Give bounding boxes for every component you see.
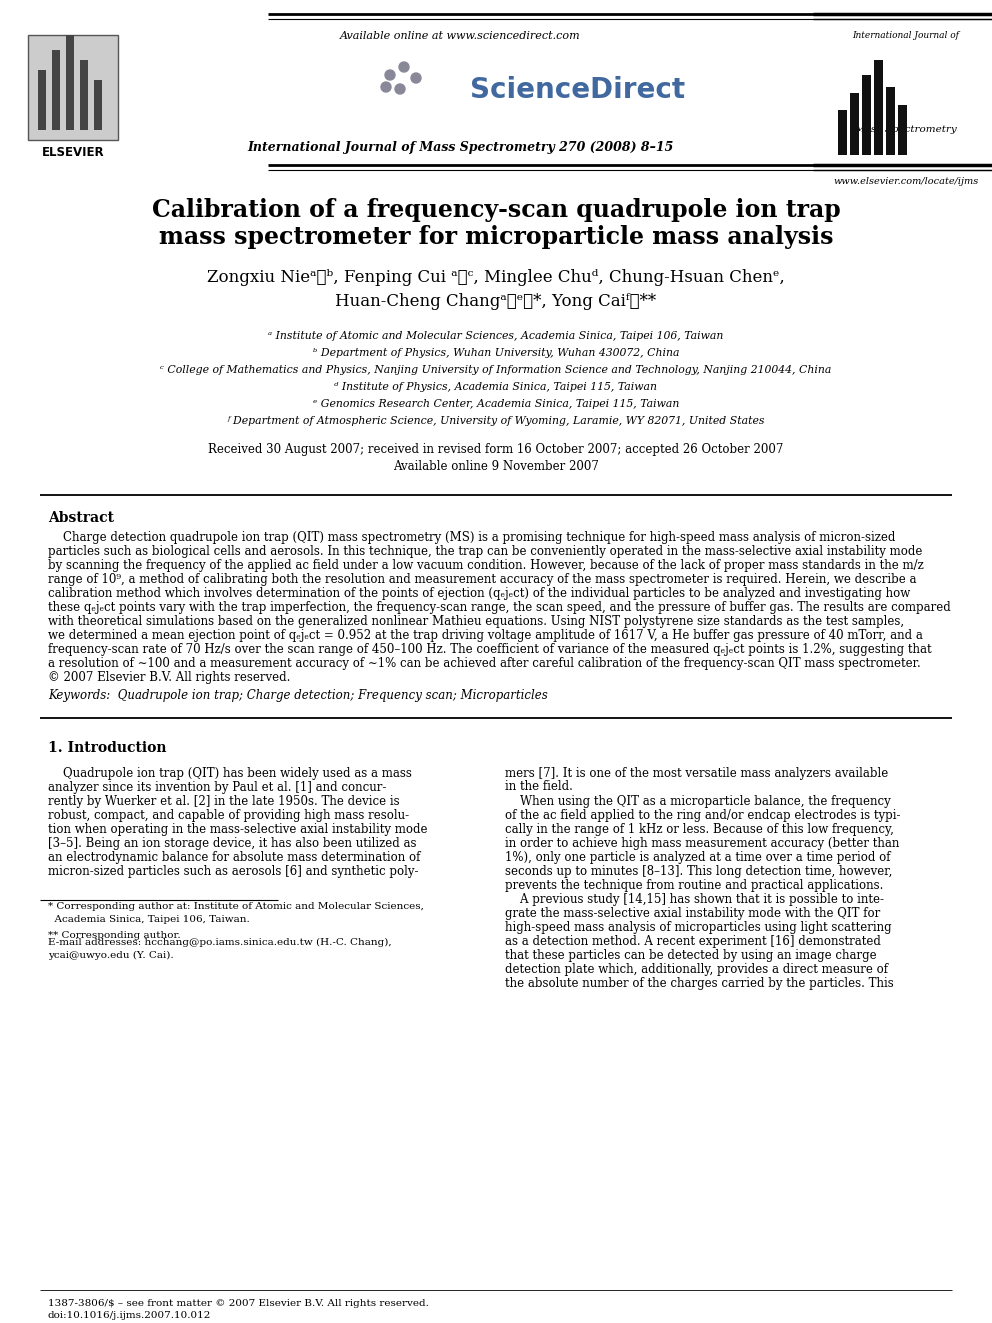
Text: doi:10.1016/j.ijms.2007.10.012: doi:10.1016/j.ijms.2007.10.012 (48, 1311, 211, 1320)
Text: ELSEVIER: ELSEVIER (42, 147, 104, 160)
Text: Received 30 August 2007; received in revised form 16 October 2007; accepted 26 O: Received 30 August 2007; received in rev… (208, 443, 784, 456)
Circle shape (399, 62, 409, 71)
Text: in the field.: in the field. (505, 781, 572, 794)
Text: frequency-scan rate of 70 Hz/s over the scan range of 450–100 Hz. The coefficien: frequency-scan rate of 70 Hz/s over the … (48, 643, 931, 656)
Text: E-mail addresses: hcchang@po.iams.sinica.edu.tw (H.-C. Chang),
ycai@uwyo.edu (Y.: E-mail addresses: hcchang@po.iams.sinica… (48, 938, 392, 960)
Text: as a detection method. A recent experiment [16] demonstrated: as a detection method. A recent experime… (505, 934, 881, 947)
Text: robust, compact, and capable of providing high mass resolu-: robust, compact, and capable of providin… (48, 808, 409, 822)
Text: [3–5]. Being an ion storage device, it has also been utilized as: [3–5]. Being an ion storage device, it h… (48, 836, 417, 849)
Bar (52, 50, 60, 130)
Bar (886, 87, 895, 155)
Text: Charge detection quadrupole ion trap (QIT) mass spectrometry (MS) is a promising: Charge detection quadrupole ion trap (QI… (48, 532, 896, 545)
Text: ScienceDirect: ScienceDirect (470, 75, 685, 105)
Text: mass spectrometer for microparticle mass analysis: mass spectrometer for microparticle mass… (159, 225, 833, 249)
Text: an electrodynamic balance for absolute mass determination of: an electrodynamic balance for absolute m… (48, 851, 421, 864)
Text: Calibration of a frequency-scan quadrupole ion trap: Calibration of a frequency-scan quadrupo… (152, 198, 840, 222)
Text: ᵈ Institute of Physics, Academia Sinica, Taipei 115, Taiwan: ᵈ Institute of Physics, Academia Sinica,… (334, 382, 658, 392)
Text: Keywords:  Quadrupole ion trap; Charge detection; Frequency scan; Microparticles: Keywords: Quadrupole ion trap; Charge de… (48, 689, 548, 703)
Text: Quadrupole ion trap (QIT) has been widely used as a mass: Quadrupole ion trap (QIT) has been widel… (48, 766, 412, 779)
Text: rently by Wuerker et al. [2] in the late 1950s. The device is: rently by Wuerker et al. [2] in the late… (48, 795, 400, 807)
Text: grate the mass-selective axial instability mode with the QIT for: grate the mass-selective axial instabili… (505, 906, 880, 919)
Text: seconds up to minutes [8–13]. This long detection time, however,: seconds up to minutes [8–13]. This long … (505, 864, 893, 877)
Text: range of 10⁹, a method of calibrating both the resolution and measurement accura: range of 10⁹, a method of calibrating bo… (48, 573, 917, 586)
Text: When using the QIT as a microparticle balance, the frequency: When using the QIT as a microparticle ba… (505, 795, 891, 807)
Text: calibration method which involves determination of the points of ejection (qₑjₑc: calibration method which involves determ… (48, 587, 911, 601)
Text: © 2007 Elsevier B.V. All rights reserved.: © 2007 Elsevier B.V. All rights reserved… (48, 672, 291, 684)
Text: analyzer since its invention by Paul et al. [1] and concur-: analyzer since its invention by Paul et … (48, 781, 386, 794)
Text: with theoretical simulations based on the generalized nonlinear Mathieu equation: with theoretical simulations based on th… (48, 615, 904, 628)
Text: Available online 9 November 2007: Available online 9 November 2007 (393, 460, 599, 474)
Circle shape (385, 70, 395, 79)
Text: ᶠ Department of Atmospheric Science, University of Wyoming, Laramie, WY 82071, U: ᶠ Department of Atmospheric Science, Uni… (227, 415, 765, 426)
Text: the absolute number of the charges carried by the particles. This: the absolute number of the charges carri… (505, 976, 894, 990)
Text: 1387-3806/$ – see front matter © 2007 Elsevier B.V. All rights reserved.: 1387-3806/$ – see front matter © 2007 El… (48, 1298, 429, 1307)
Text: 1%), only one particle is analyzed at a time over a time period of: 1%), only one particle is analyzed at a … (505, 851, 891, 864)
Bar (850, 93, 859, 155)
Circle shape (411, 73, 421, 83)
Text: ᵃ Institute of Atomic and Molecular Sciences, Academia Sinica, Taipei 106, Taiwa: ᵃ Institute of Atomic and Molecular Scie… (268, 331, 724, 341)
Text: Zongxiu Nieᵃⱂᵇ, Fenping Cui ᵃⱂᶜ, Minglee Chuᵈ, Chung-Hsuan Chenᵉ,: Zongxiu Nieᵃⱂᵇ, Fenping Cui ᵃⱂᶜ, Minglee… (207, 270, 785, 287)
Text: cally in the range of 1 kHz or less. Because of this low frequency,: cally in the range of 1 kHz or less. Bec… (505, 823, 894, 836)
Text: ** Corresponding author.: ** Corresponding author. (48, 930, 181, 939)
Text: Mass Spectrometry: Mass Spectrometry (855, 126, 957, 135)
Text: International Journal of: International Journal of (852, 32, 959, 41)
Text: prevents the technique from routine and practical applications.: prevents the technique from routine and … (505, 878, 883, 892)
Text: we determined a mean ejection point of qₑjₑct = 0.952 at the trap driving voltag: we determined a mean ejection point of q… (48, 630, 923, 643)
Bar (862, 75, 871, 155)
Text: that these particles can be detected by using an image charge: that these particles can be detected by … (505, 949, 877, 962)
Text: in order to achieve high mass measurement accuracy (better than: in order to achieve high mass measuremen… (505, 836, 900, 849)
Bar (66, 34, 74, 130)
Text: www.elsevier.com/locate/ijms: www.elsevier.com/locate/ijms (833, 177, 979, 187)
Bar (80, 60, 88, 130)
Text: * Corresponding author at: Institute of Atomic and Molecular Sciences,
  Academi: * Corresponding author at: Institute of … (48, 902, 424, 923)
Text: micron-sized particles such as aerosols [6] and synthetic poly-: micron-sized particles such as aerosols … (48, 864, 419, 877)
Text: particles such as biological cells and aerosols. In this technique, the trap can: particles such as biological cells and a… (48, 545, 923, 558)
Text: ᶜ College of Mathematics and Physics, Nanjing University of Information Science : ᶜ College of Mathematics and Physics, Na… (161, 365, 831, 374)
Text: mers [7]. It is one of the most versatile mass analyzers available: mers [7]. It is one of the most versatil… (505, 766, 888, 779)
Bar (898, 105, 907, 155)
Text: Available online at www.sciencedirect.com: Available online at www.sciencedirect.co… (339, 30, 580, 41)
Text: these qₑjₑct points vary with the trap imperfection, the frequency-scan range, t: these qₑjₑct points vary with the trap i… (48, 602, 950, 614)
Text: of the ac field applied to the ring and/or endcap electrodes is typi-: of the ac field applied to the ring and/… (505, 808, 901, 822)
Text: ᵉ Genomics Research Center, Academia Sinica, Taipei 115, Taiwan: ᵉ Genomics Research Center, Academia Sin… (312, 400, 680, 409)
Circle shape (381, 82, 391, 93)
Circle shape (395, 83, 405, 94)
Text: ᵇ Department of Physics, Wuhan University, Wuhan 430072, China: ᵇ Department of Physics, Wuhan Universit… (312, 348, 680, 359)
Bar (838, 110, 847, 155)
Text: by scanning the frequency of the applied ac field under a low vacuum condition. : by scanning the frequency of the applied… (48, 560, 924, 573)
Text: a resolution of ∼100 and a measurement accuracy of ∼1% can be achieved after car: a resolution of ∼100 and a measurement a… (48, 658, 921, 671)
Text: Huan-Cheng Changᵃⱂᵉⱂ*, Yong Caiᶠⱂ**: Huan-Cheng Changᵃⱂᵉⱂ*, Yong Caiᶠⱂ** (335, 294, 657, 311)
Text: tion when operating in the mass-selective axial instability mode: tion when operating in the mass-selectiv… (48, 823, 428, 836)
Text: detection plate which, additionally, provides a direct measure of: detection plate which, additionally, pro… (505, 963, 888, 975)
Text: A previous study [14,15] has shown that it is possible to inte-: A previous study [14,15] has shown that … (505, 893, 884, 905)
Bar (38, 70, 46, 130)
Text: Abstract: Abstract (48, 511, 114, 525)
Bar (874, 60, 883, 155)
Text: International Journal of Mass Spectrometry 270 (2008) 8–15: International Journal of Mass Spectromet… (247, 142, 674, 155)
Text: 1. Introduction: 1. Introduction (48, 741, 167, 755)
Text: high-speed mass analysis of microparticles using light scattering: high-speed mass analysis of microparticl… (505, 921, 892, 934)
Bar (28, 34, 118, 140)
Bar (94, 79, 102, 130)
